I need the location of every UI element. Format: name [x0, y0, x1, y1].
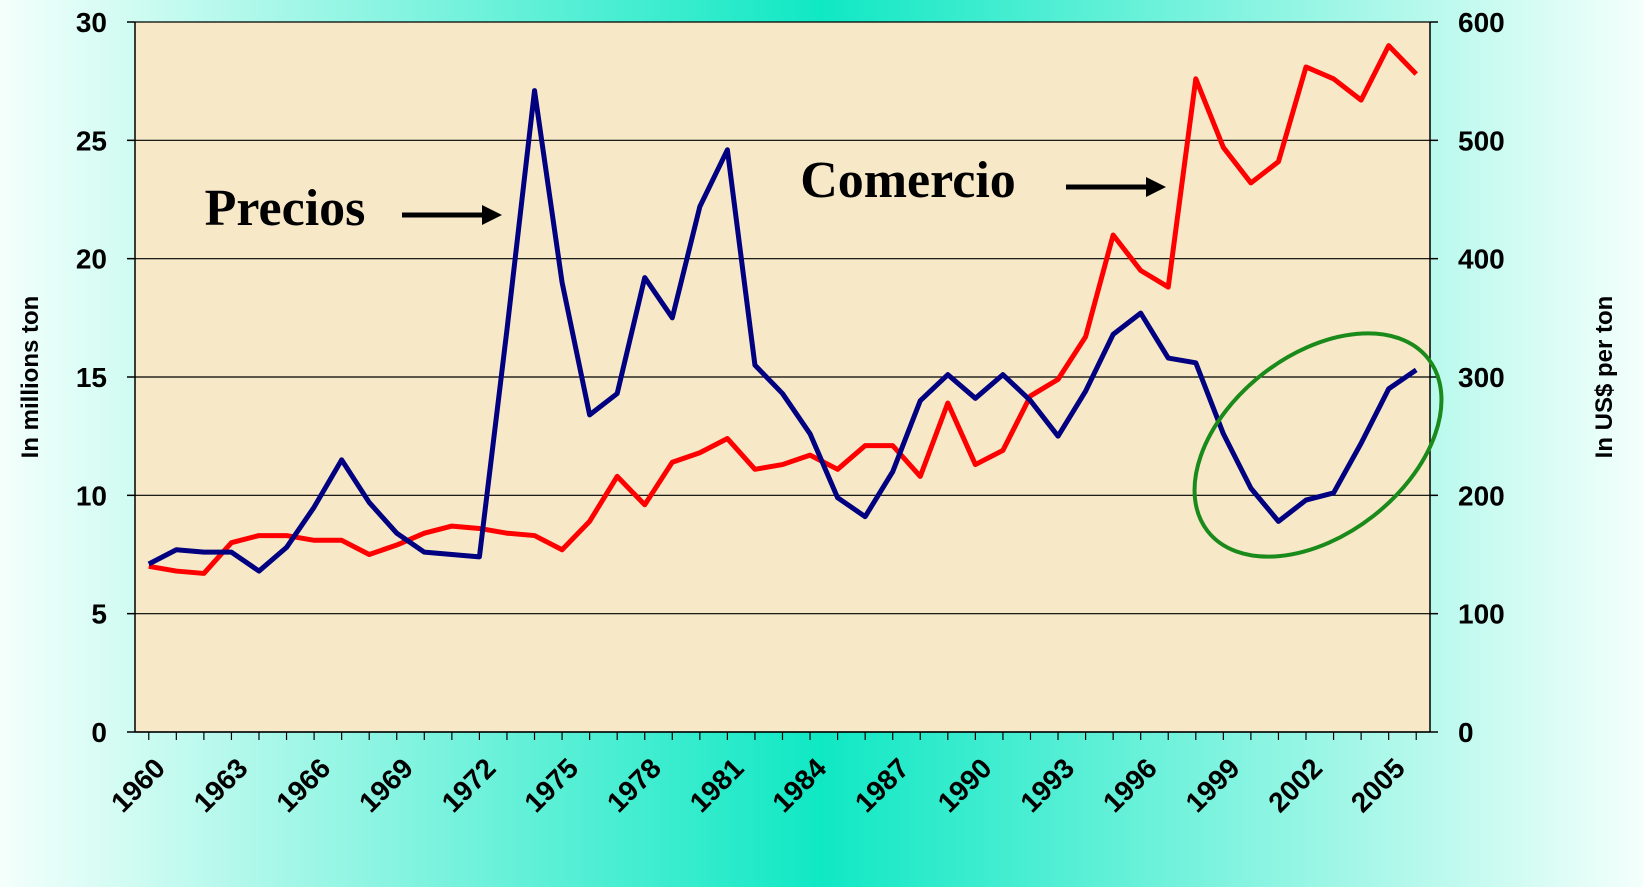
y-tick-label: 0	[91, 717, 107, 748]
series-line	[148, 43, 1419, 576]
y-tick-label: 10	[76, 480, 107, 511]
arrow	[402, 205, 502, 225]
annotation: Precios	[205, 180, 366, 237]
y2-tick-label: 400	[1458, 244, 1505, 275]
y-tick-label: 25	[76, 125, 107, 156]
y-axis-label: In millions ton	[17, 296, 44, 459]
y-tick-label: 20	[76, 244, 107, 275]
y2-axis-label: In US$ per ton	[1591, 296, 1618, 459]
arrow	[1066, 177, 1166, 197]
annotation: Comercio	[800, 152, 1016, 209]
y2-tick-label: 100	[1458, 599, 1505, 630]
y2-tick-label: 500	[1458, 125, 1505, 156]
highlight-ellipse	[1192, 331, 1444, 559]
series-line	[147, 88, 1418, 574]
y2-tick-label: 600	[1458, 7, 1505, 38]
y2-tick-label: 0	[1458, 717, 1474, 748]
y2-tick-label: 200	[1458, 480, 1505, 511]
y-tick-label: 15	[76, 362, 107, 393]
y-tick-label: 5	[91, 599, 107, 630]
y2-tick-label: 300	[1458, 362, 1505, 393]
y-tick-label: 30	[76, 7, 107, 38]
